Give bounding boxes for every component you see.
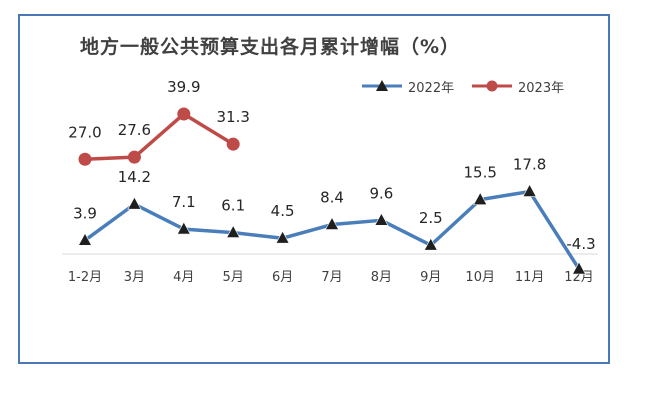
data-label: 8.4 bbox=[320, 189, 344, 207]
data-point bbox=[77, 232, 93, 246]
data-label: 9.6 bbox=[369, 184, 393, 202]
data-point bbox=[176, 221, 191, 235]
legend-marker-2023 bbox=[472, 80, 512, 92]
chart-title: 地方一般公共预算支出各月累计增幅（%） bbox=[79, 36, 461, 58]
x-tick-label: 1-2月 bbox=[68, 270, 102, 285]
data-point bbox=[127, 196, 142, 210]
data-point bbox=[78, 152, 92, 166]
x-tick-label: 11月 bbox=[515, 270, 545, 285]
data-label: 17.8 bbox=[513, 156, 546, 174]
data-label: 14.2 bbox=[118, 168, 151, 186]
data-point bbox=[374, 212, 389, 226]
data-label: 7.1 bbox=[172, 193, 196, 211]
x-tick-label: 10月 bbox=[465, 270, 495, 285]
x-tick-label: 6月 bbox=[272, 270, 293, 285]
x-tick-label: 8月 bbox=[371, 270, 392, 285]
legend-label-2022: 2022年 bbox=[408, 80, 455, 96]
x-tick-label: 5月 bbox=[223, 270, 244, 285]
x-tick-label: 4月 bbox=[173, 270, 194, 285]
data-point bbox=[324, 216, 340, 230]
chart-frame bbox=[18, 14, 610, 364]
data-label: 15.5 bbox=[463, 164, 496, 182]
series-line-1 bbox=[84, 112, 235, 162]
legend-item-2022: 2022年 bbox=[360, 76, 454, 96]
data-label: 4.5 bbox=[271, 202, 295, 220]
data-point bbox=[423, 237, 438, 251]
x-tick-label: 7月 bbox=[321, 270, 342, 285]
data-label: 6.1 bbox=[221, 197, 245, 215]
data-point bbox=[226, 137, 240, 151]
data-point bbox=[571, 261, 587, 275]
data-point bbox=[177, 107, 191, 121]
legend-marker-2022 bbox=[362, 80, 402, 91]
data-label: 27.6 bbox=[118, 121, 151, 139]
data-point bbox=[275, 230, 290, 244]
data-point bbox=[522, 183, 537, 197]
data-label: 31.3 bbox=[216, 108, 249, 126]
legend-label-2023: 2023年 bbox=[518, 80, 565, 96]
x-tick-label: 9月 bbox=[420, 270, 441, 285]
data-point bbox=[226, 224, 241, 238]
data-label: -4.3 bbox=[566, 235, 595, 253]
data-label: 27.0 bbox=[68, 123, 101, 141]
data-label: 2.5 bbox=[419, 209, 443, 227]
data-label: 39.9 bbox=[167, 78, 200, 96]
x-tick-label: 3月 bbox=[124, 270, 145, 285]
data-point bbox=[473, 191, 488, 205]
data-label: 3.9 bbox=[73, 204, 97, 222]
data-point bbox=[127, 150, 141, 164]
legend-item-2023: 2023年 bbox=[470, 76, 564, 96]
x-tick-label: 12月 bbox=[564, 270, 594, 285]
